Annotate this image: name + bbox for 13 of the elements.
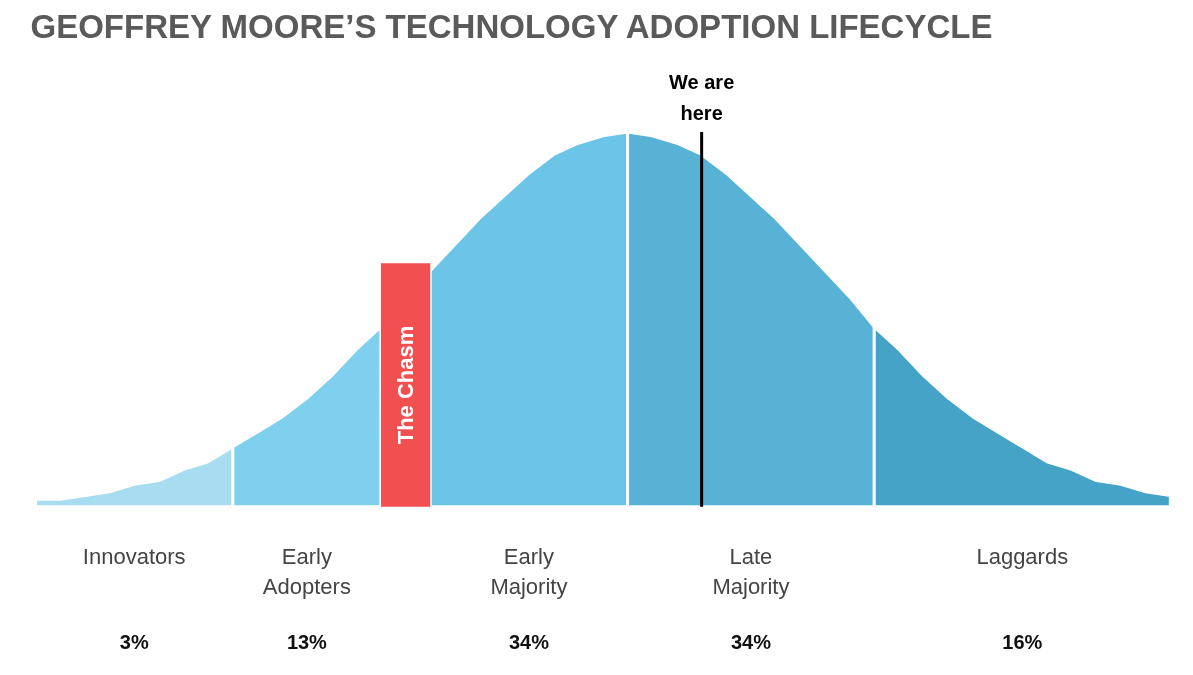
text: 34% [730, 630, 772, 653]
text: 16% [1002, 630, 1043, 653]
text: 34% [508, 630, 550, 653]
series-label: Late Majority [712, 544, 790, 600]
series-label: Early Adopters [262, 544, 351, 600]
text: 13% [286, 630, 328, 653]
text: 3% [119, 630, 149, 653]
series-label: Innovators [82, 544, 186, 570]
series-label: Early Majority [490, 544, 568, 600]
chart-title: GEOFFREY MOORE’S TECHNOLOGY ADOPTION LIFECYCLE [30, 7, 993, 45]
text: We are here [669, 70, 735, 125]
series-label: Laggards [976, 544, 1069, 570]
annotation: The Chasm [393, 325, 419, 445]
